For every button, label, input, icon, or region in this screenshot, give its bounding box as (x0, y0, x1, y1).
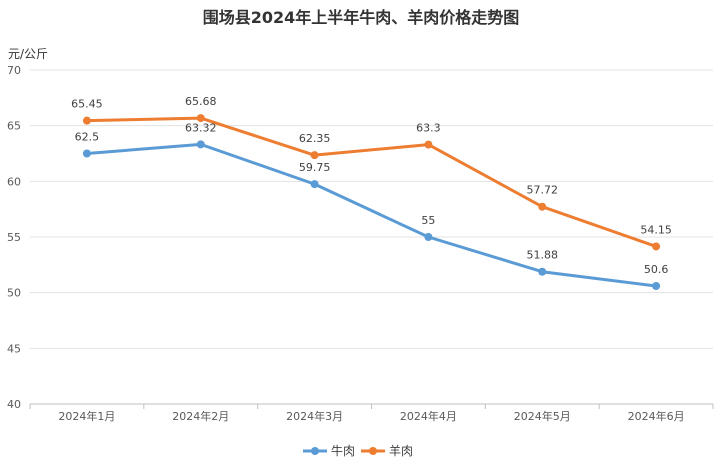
data-label: 62.35 (299, 132, 331, 145)
data-point (652, 242, 661, 251)
grid (30, 69, 713, 349)
legend-label: 牛肉 (331, 443, 355, 458)
legend-marker (311, 447, 319, 455)
y-tick-label: 45 (7, 342, 21, 355)
data-label: 65.45 (71, 98, 103, 111)
data-label: 57.72 (527, 184, 559, 197)
data-point (538, 202, 547, 211)
data-point (310, 151, 319, 160)
data-labels: 62.5 63.32 59.75 55 51.88 50.6 65.45 65.68 62.35… (71, 95, 672, 276)
chart-title: 围场县2024年上半年牛肉、羊肉价格走势图 (203, 8, 520, 27)
series-line-1 (85, 142, 658, 288)
x-tick-label: 2024年6月 (628, 409, 685, 423)
series (82, 114, 661, 290)
y-tick-label: 70 (7, 64, 21, 77)
data-label: 63.3 (416, 122, 441, 135)
x-tick-label: 2024年3月 (286, 409, 343, 423)
data-point (82, 149, 91, 158)
data-point (652, 281, 661, 290)
x-tick-label: 2024年4月 (400, 409, 457, 423)
data-label: 62.5 (75, 131, 100, 144)
legend-marker (369, 447, 377, 455)
axes: 40 45 50 55 60 65 70 2024年1月 2024年2月 2024年3月 2024年… (7, 64, 714, 423)
legend: 牛肉 羊肉 (303, 443, 413, 458)
series-line-2 (85, 116, 658, 248)
x-tick-label: 2024年2月 (172, 409, 229, 423)
y-tick-label: 65 (7, 120, 21, 133)
x-tick-label: 2024年5月 (514, 409, 571, 423)
data-point (82, 116, 91, 125)
data-label: 65.68 (185, 95, 217, 108)
data-point (424, 233, 433, 241)
data-point (424, 140, 433, 149)
data-label: 51.88 (527, 249, 559, 262)
data-point (196, 140, 205, 149)
data-label: 55 (421, 214, 435, 227)
y-axis-unit-label: 元/公斤 (8, 47, 48, 61)
data-point (196, 114, 205, 123)
y-tick-label: 60 (7, 175, 21, 188)
y-tick-label: 40 (7, 398, 21, 411)
data-label: 63.32 (185, 121, 217, 134)
y-tick-label: 55 (7, 231, 21, 244)
data-label: 59.75 (299, 161, 331, 174)
x-tick-label: 2024年1月 (58, 409, 115, 423)
data-point (538, 267, 547, 276)
data-label: 54.15 (640, 223, 672, 236)
legend-label: 羊肉 (389, 443, 413, 458)
y-tick-label: 50 (7, 287, 21, 300)
data-label: 50.6 (644, 263, 669, 276)
data-point (310, 180, 319, 189)
